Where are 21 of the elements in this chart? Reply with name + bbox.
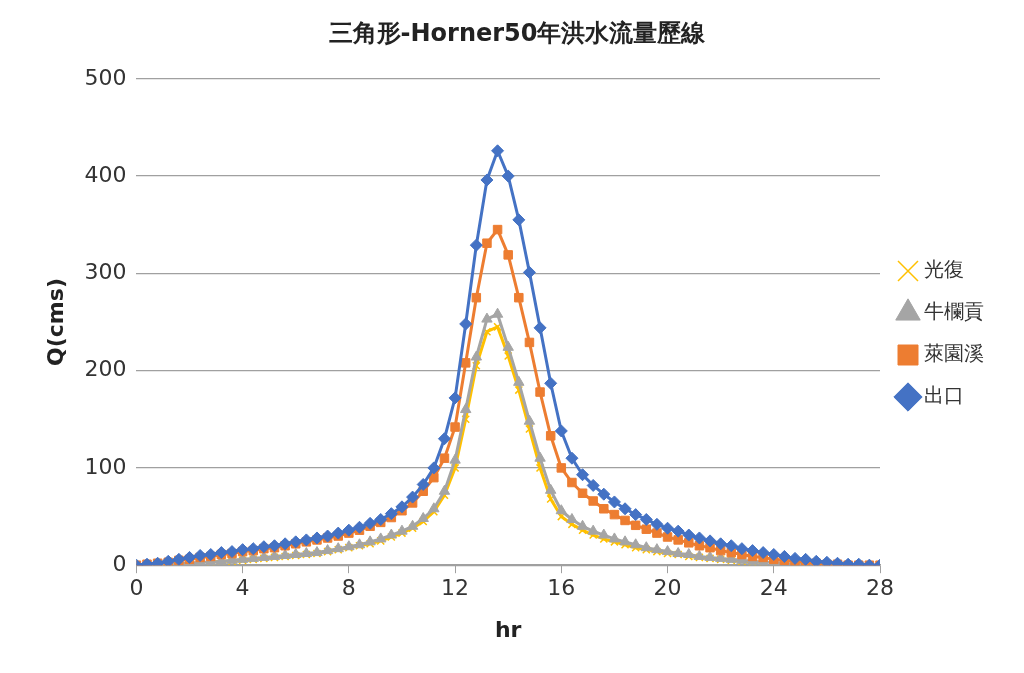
x-tick-label: 12 — [441, 575, 470, 601]
legend-label: 牛欄貢 — [924, 299, 984, 324]
y-tick-label: 0 — [112, 550, 127, 576]
x-axis-title: hr — [494, 616, 522, 642]
y-tick-label: 500 — [84, 64, 127, 90]
x-tick-label: 16 — [547, 575, 576, 601]
legend-label: 萊園溪 — [924, 341, 984, 366]
x-tick-label: 4 — [235, 575, 250, 601]
y-tick-label: 100 — [84, 453, 127, 479]
y-tick-label: 200 — [84, 356, 127, 382]
x-tick-label: 28 — [866, 575, 894, 601]
legend-label: 光復 — [924, 257, 964, 282]
x-tick-label: 20 — [653, 575, 682, 601]
x-tick-label: 0 — [129, 575, 144, 601]
x-tick-label: 24 — [759, 575, 788, 601]
legend-label: 出口 — [924, 383, 964, 408]
chart-title: 三角形-Horner50年洪水流量歷線 — [328, 18, 707, 47]
x-tick-label: 8 — [341, 575, 356, 601]
y-tick-label: 400 — [84, 161, 127, 187]
y-tick-label: 300 — [84, 259, 127, 285]
y-axis-title: Q(cms) — [42, 278, 68, 366]
